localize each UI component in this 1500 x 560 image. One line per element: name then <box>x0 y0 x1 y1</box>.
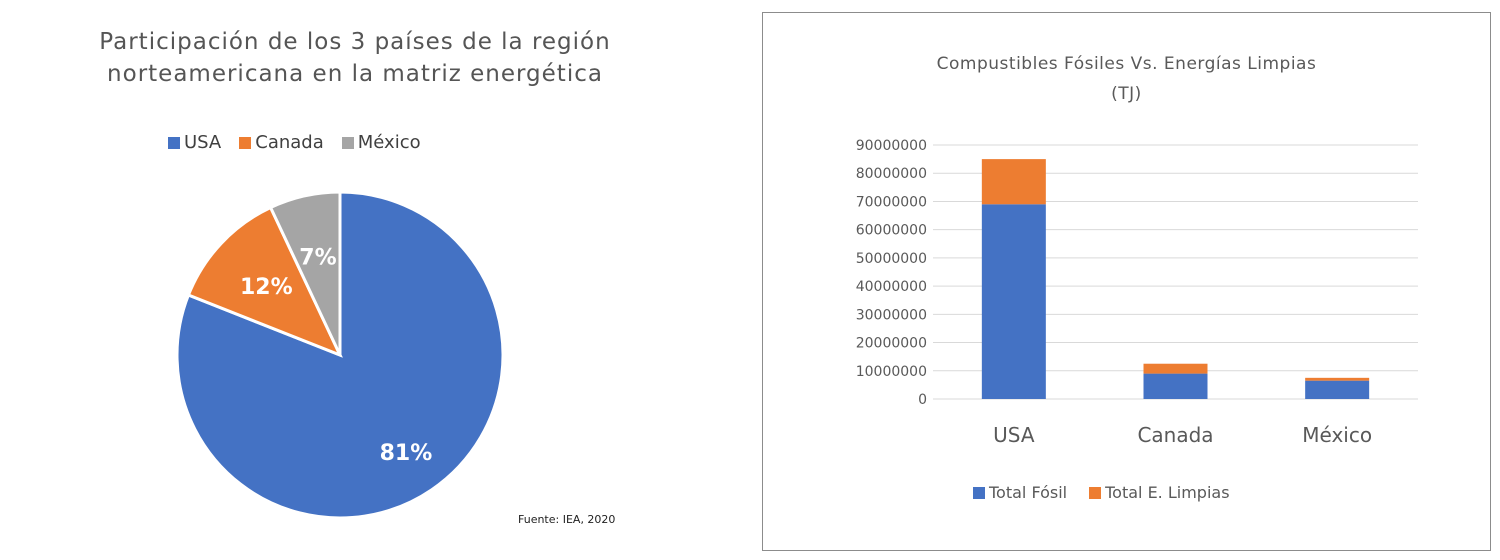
x-category-label: Canada <box>1137 423 1213 447</box>
bar-title-line-2: (TJ) <box>1111 84 1142 104</box>
x-category-label: México <box>1302 423 1372 447</box>
bar-legend-label-fosil: Total Fósil <box>989 483 1068 502</box>
legend-swatch-limpias <box>1089 486 1102 499</box>
y-tick-label: 30000000 <box>856 307 927 323</box>
bar-title-line-1: Compustibles Fósiles Vs. Energías Limpia… <box>936 54 1317 74</box>
pie-chart: 81% 12%7% <box>175 190 505 520</box>
bar-chart-title: Compustibles Fósiles Vs. Energías Limpia… <box>763 49 1490 109</box>
pie-data-label-mxico: 7% <box>299 245 336 270</box>
pie-title-line-2: norteamericana en la matriz energética <box>107 61 603 87</box>
x-category-label: USA <box>993 423 1035 447</box>
pie-data-label-canada: 12% <box>240 275 293 300</box>
bar-fosil-mxico <box>1305 380 1370 399</box>
bar-fosil-canada <box>1143 373 1208 399</box>
legend-swatch-usa <box>168 136 180 149</box>
pie-legend-label-mexico: México <box>357 132 421 153</box>
pie-data-label-usa: 81% <box>380 441 433 466</box>
y-tick-label: 0 <box>918 392 927 408</box>
y-tick-label: 60000000 <box>856 223 927 239</box>
legend-swatch-fosil <box>973 486 985 499</box>
y-tick-label: 90000000 <box>856 138 927 154</box>
y-tick-label: 40000000 <box>856 279 927 295</box>
bar-legend-item-fosil: Total Fósil <box>973 483 1067 502</box>
bar-fosil-usa <box>981 204 1046 399</box>
bar-limpias-usa <box>981 159 1046 205</box>
bar-legend-label-limpias: Total E. Limpias <box>1105 483 1230 502</box>
pie-legend-label-usa: USA <box>184 132 222 153</box>
y-tick-label: 70000000 <box>856 194 927 210</box>
legend-swatch-mexico <box>341 136 354 149</box>
stacked-bar-chart: 0 10000000 20000000 30000000 40000000 5000000… <box>856 138 1418 447</box>
y-tick-label: 80000000 <box>856 166 927 182</box>
y-tick-label: 10000000 <box>856 364 927 380</box>
pie-title-line-1: Participación de los 3 países de la regi… <box>99 29 611 55</box>
bar-limpias-canada <box>1143 363 1208 374</box>
pie-legend: USA Canada México <box>168 132 421 153</box>
legend-swatch-canada <box>239 136 252 149</box>
bar-limpias-mxico <box>1305 377 1370 381</box>
y-tick-label: 20000000 <box>856 336 927 352</box>
pie-slice-mxico <box>268 190 342 356</box>
bar-legend-item-limpias: Total E. Limpias <box>1089 483 1230 502</box>
pie-chart-title: Participación de los 3 países de la regi… <box>60 26 650 90</box>
pie-legend-item-mexico: México <box>341 132 421 153</box>
bar-legend: Total Fósil Total E. Limpias <box>973 483 1230 502</box>
pie-legend-item-canada: Canada <box>239 132 324 153</box>
bar-chart-panel: Compustibles Fósiles Vs. Energías Limpia… <box>762 12 1491 551</box>
pie-slice-canada <box>186 205 343 358</box>
pie-legend-label-canada: Canada <box>255 132 324 153</box>
source-note: Fuente: IEA, 2020 <box>518 513 616 526</box>
pie-legend-item-usa: USA <box>168 132 221 153</box>
y-tick-label: 50000000 <box>856 251 927 267</box>
